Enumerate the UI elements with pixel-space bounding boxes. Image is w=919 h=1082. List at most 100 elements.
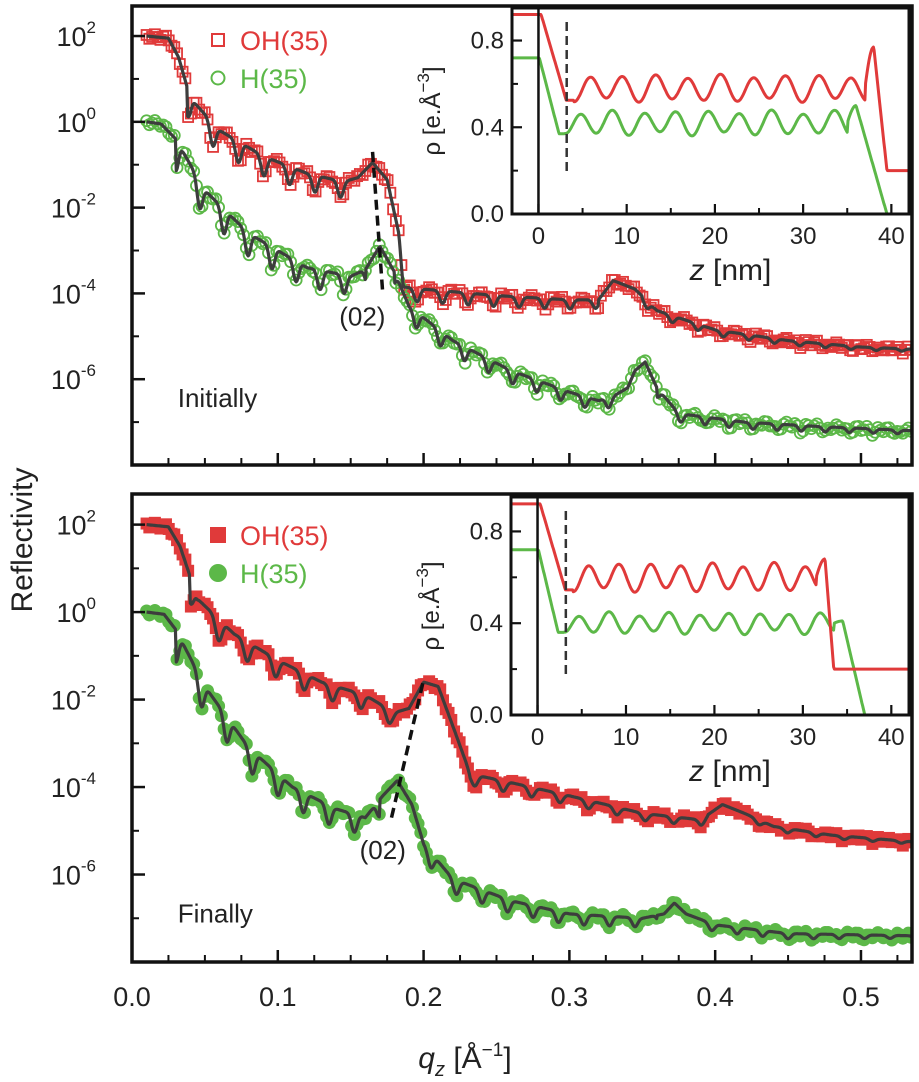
- bottom-main-h-fit-line: [145, 610, 912, 941]
- top-main-h-marker: [231, 215, 245, 228]
- bottom-main-inset-ytick-label: 0.8: [470, 518, 503, 545]
- bottom-main-inset-xtick-label: 30: [790, 724, 817, 751]
- top-main-oh-marker: [378, 173, 391, 186]
- x-axis-title-sub: z: [434, 1059, 445, 1081]
- bottom-main-inset-xtick-label: 0: [531, 724, 544, 751]
- bottom-main-inset-xtick-label: 10: [613, 724, 640, 751]
- bottom-main-xtick-label: 0.1: [259, 982, 297, 1012]
- x-axis-title-exp: −1: [482, 1040, 504, 1061]
- bottom-main-ytick-base: 10: [56, 598, 86, 628]
- top-main-oh-marker: [248, 144, 261, 157]
- top-main-ytick-exp: 2: [87, 18, 96, 37]
- bottom-main-ytick-exp: -2: [81, 682, 96, 701]
- top-main-h-marker: [284, 255, 298, 269]
- top-main-inset-ylabel: ρ [e.Å−3]: [414, 66, 446, 155]
- top-main-legend-marker-h: [210, 70, 226, 86]
- bottom-main-inset-xtick-label: 20: [701, 724, 728, 751]
- bottom-main-ytick-base: 10: [56, 511, 86, 541]
- bottom-main-plot-area: [140, 516, 912, 947]
- top-main-h-marker: [658, 388, 671, 402]
- top-main-inset-xtick-label: 30: [790, 223, 817, 250]
- bottom-main-inset-xlabel-var: z: [688, 755, 704, 788]
- top-main-annotation: Initially: [178, 383, 257, 413]
- bottom-main-h-marker: [195, 702, 209, 716]
- top-main-h-marker: [738, 413, 752, 427]
- bottom-main-ytick-base: 10: [51, 686, 81, 716]
- top-main-h-marker: [644, 368, 658, 382]
- top-main-ytick-base: 10: [51, 194, 81, 224]
- bottom-main-ytick-exp: -4: [81, 769, 96, 788]
- top-main-h-markers: [140, 114, 912, 442]
- top-main-h-marker: [234, 221, 248, 235]
- top-main-ytick-base: 10: [51, 279, 81, 309]
- top-main-ytick-label: 10-4: [51, 275, 96, 309]
- x-axis-title-unit: [Å: [445, 1042, 482, 1075]
- top-main-legend-label-oh: OH(35): [240, 26, 329, 56]
- top-main-oh-marker: [334, 191, 347, 203]
- top-main-ytick-label: 10-2: [51, 190, 96, 224]
- top-main-h-marker: [289, 273, 303, 287]
- top-main-h-marker: [253, 235, 267, 248]
- top-main-oh-marker: [223, 132, 236, 144]
- x-axis-title: qz [Å−1]: [418, 1040, 511, 1081]
- bottom-main-xtick-label: 0.4: [696, 982, 734, 1012]
- bottom-main-inset-xlabel-unit: [nm]: [704, 755, 771, 788]
- top-main-h-marker: [530, 387, 544, 401]
- top-main-oh-marker: [902, 340, 912, 353]
- bottom-main-inset-ytick-label: 0.4: [470, 610, 503, 637]
- bottom-main-inset-ylabel-post: ]: [418, 561, 445, 568]
- bottom-main-inset-frame: [509, 495, 911, 717]
- bottom-panel: 0.0 0.1 0.2 0.3 0.4 0.510210010-210-410-6OH(3…: [51, 492, 914, 1012]
- bottom-main-ytick-exp: 0: [87, 594, 96, 613]
- top-main-inset-h-profile: [512, 56, 909, 214]
- top-main-h-fit-line: [145, 120, 912, 436]
- bottom-main-inset-xtick-label: 40: [878, 724, 905, 751]
- top-main-h-marker: [428, 323, 442, 337]
- bottom-main-oh-fit-line: [145, 523, 912, 845]
- top-panel: 10210010-210-410-6OH(35)H(35)Initially(0…: [51, 4, 914, 467]
- top-main-inset-ylabel-post: ]: [419, 66, 446, 73]
- bottom-main-ytick-exp: 2: [87, 507, 96, 526]
- bottom-main-ytick-label: 10-2: [51, 682, 96, 716]
- bottom-main-peak-label: (02): [360, 835, 406, 865]
- bottom-main-inset-ylabel: ρ [e.Å−3]: [413, 561, 445, 650]
- top-main-h-marker: [597, 392, 611, 405]
- top-main-h-marker: [500, 365, 514, 379]
- bottom-main-xtick-label: 0.3: [551, 982, 589, 1012]
- bottom-main-ytick-label: 10-4: [51, 769, 96, 803]
- bottom-main-legend-label-h: H(35): [240, 559, 308, 589]
- top-main-inset-frame: [510, 6, 911, 216]
- bottom-main-legend-marker-oh: [210, 527, 226, 543]
- top-main-h-marker: [901, 421, 912, 435]
- top-main-inset-ytick-label: 0.8: [471, 28, 504, 55]
- top-main-inset-ytick-label: 0.0: [471, 201, 504, 228]
- x-axis-title-q: q: [418, 1042, 435, 1075]
- top-main-ytick-base: 10: [51, 365, 81, 395]
- top-main-inset-ylabel-angstrom: Å: [418, 93, 446, 109]
- top-main-h-marker: [383, 256, 397, 270]
- bottom-main-inset-ylabel-angstrom: Å: [417, 588, 445, 604]
- top-main-oh-marker: [453, 284, 466, 296]
- bottom-main-ytick-label: 10-6: [51, 857, 96, 891]
- top-main-peak-guide-line: [370, 151, 385, 294]
- top-main-h-marker: [818, 423, 832, 437]
- top-main-ytick-label: 10-6: [51, 361, 96, 395]
- top-main-inset-oh-profile: [512, 13, 909, 173]
- top-main-inset-xtick-label: 0: [532, 223, 545, 250]
- top-main-h-marker: [159, 120, 173, 134]
- bottom-main-inset-bg: [511, 497, 909, 715]
- bottom-main-h-marker: [347, 828, 361, 842]
- bottom-main-legend-marker-h: [209, 564, 227, 582]
- top-main-h-marker: [162, 127, 176, 140]
- bottom-main-inset: 0 10 20 30 40 0.0 0.4 0.8 ρ [e.Å−3] z [nm]: [413, 495, 911, 788]
- top-main-oh-fit-line: [145, 34, 912, 353]
- bottom-main-xtick-label: 0.0: [113, 982, 151, 1012]
- top-main-legend-marker-oh: [211, 33, 225, 47]
- bottom-main-xtick-label: 0.5: [842, 982, 880, 1012]
- top-main-ytick-exp: -4: [81, 275, 96, 294]
- bottom-main-peak-guide-line: [389, 679, 426, 819]
- bottom-main-inset-h-profile: [511, 548, 909, 715]
- bottom-main-xtick-label: 0.2: [405, 982, 443, 1012]
- top-main-inset-xlabel-unit: [nm]: [705, 254, 772, 287]
